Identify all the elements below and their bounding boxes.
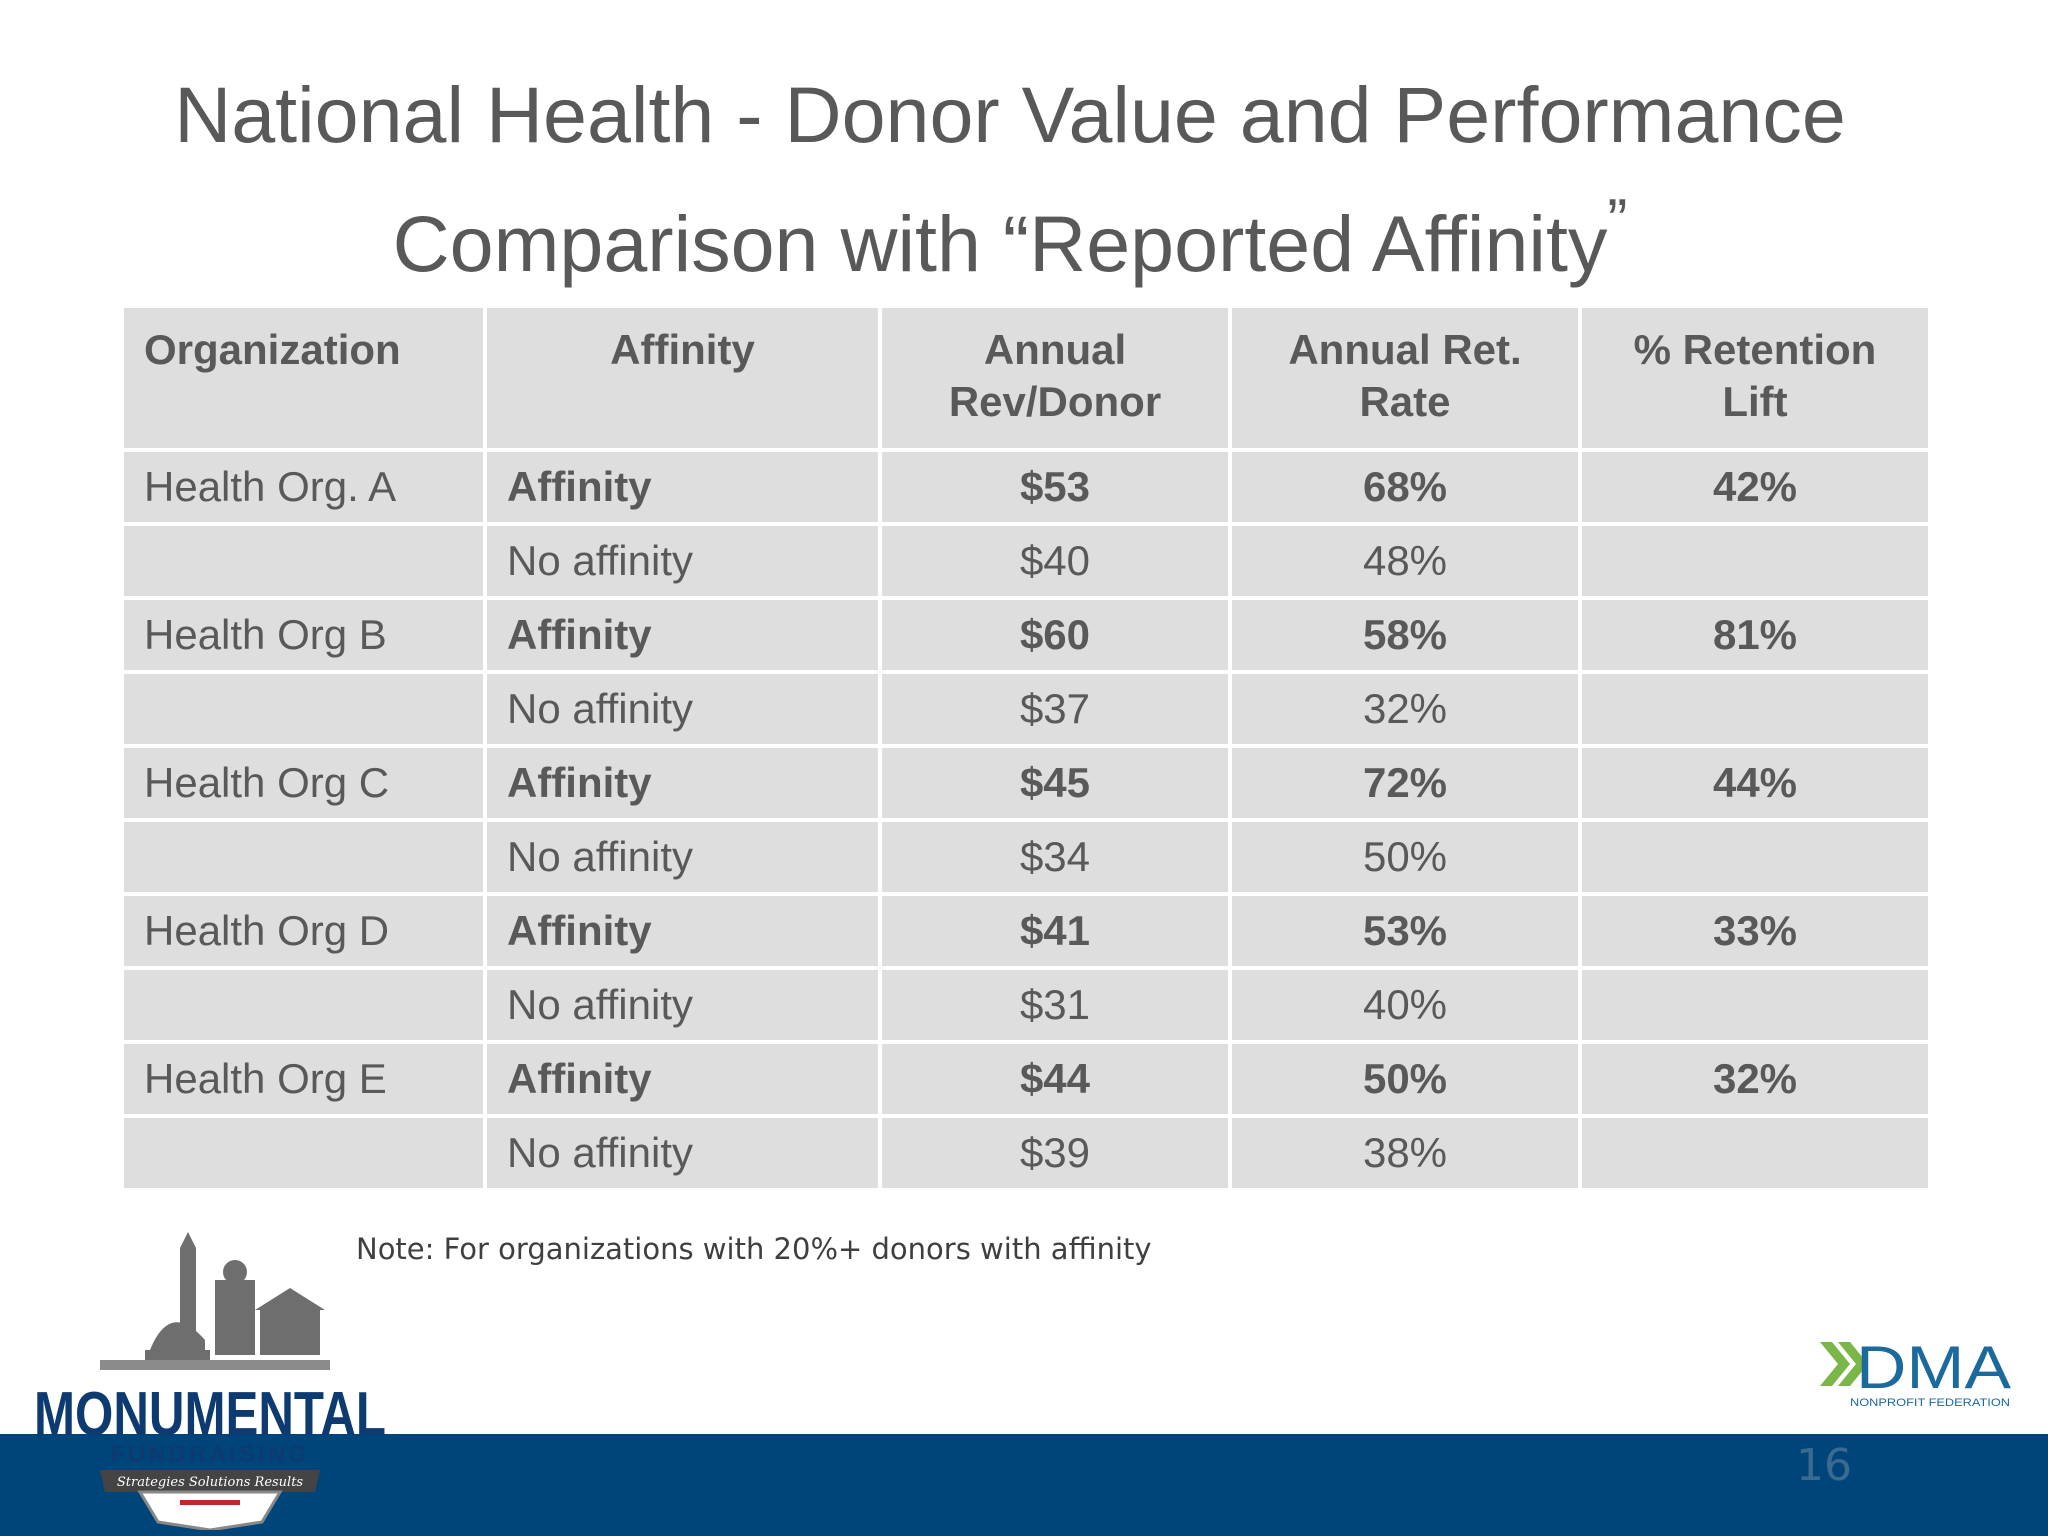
- header-rate-line1: Annual Ret.: [1288, 326, 1522, 373]
- header-annual-ret-rate: Annual Ret. Rate: [1228, 304, 1582, 452]
- cell-annual-ret-rate: 32%: [1228, 670, 1582, 748]
- cell-affinity: No affinity: [483, 522, 882, 600]
- header-affinity: Affinity: [483, 304, 882, 452]
- cell-annual-rev-donor: $44: [878, 1040, 1232, 1118]
- cell-annual-ret-rate: 68%: [1228, 448, 1582, 526]
- cell-affinity: No affinity: [483, 1114, 882, 1192]
- cell-organization: [120, 966, 487, 1044]
- table-row: Health Org. A Affinity $53 68% 42%: [120, 448, 1932, 526]
- header-retention-lift: % Retention Lift: [1578, 304, 1932, 452]
- header-rev-line2: Rev/Donor: [948, 378, 1162, 425]
- cell-annual-ret-rate: 53%: [1228, 892, 1582, 970]
- cell-annual-ret-rate: 58%: [1228, 596, 1582, 674]
- header-lift-line1: % Retention: [1633, 326, 1877, 373]
- cell-retention-lift: 33%: [1578, 892, 1932, 970]
- cell-affinity: Affinity: [483, 744, 882, 822]
- cell-annual-ret-rate: 72%: [1228, 744, 1582, 822]
- table-row: No affinity $31 40%: [120, 966, 1932, 1044]
- cell-organization: Health Org. A: [120, 448, 487, 526]
- page-number: 16: [1796, 1440, 1852, 1491]
- cell-retention-lift: 44%: [1578, 744, 1932, 822]
- cell-retention-lift: [1578, 522, 1932, 600]
- cell-annual-rev-donor: $41: [878, 892, 1232, 970]
- cell-annual-ret-rate: 50%: [1228, 818, 1582, 896]
- cell-retention-lift: [1578, 966, 1932, 1044]
- cell-organization: Health Org C: [120, 744, 487, 822]
- dma-word: DMA: [1856, 1334, 2011, 1401]
- cell-annual-rev-donor: $40: [878, 522, 1232, 600]
- title-line-2: Comparison with “Reported Affinity”: [0, 168, 2020, 297]
- slide-title: National Health - Donor Value and Perfor…: [0, 62, 2020, 297]
- footer-bar: [0, 1434, 2048, 1536]
- cell-organization: Health Org E: [120, 1040, 487, 1118]
- fundraising-word: FUNDRAISING: [110, 1441, 310, 1468]
- header-affinity-label: Affinity: [610, 326, 755, 373]
- footnote: Note: For organizations with 20%+ donors…: [356, 1232, 1152, 1266]
- cell-annual-rev-donor: $31: [878, 966, 1232, 1044]
- cell-retention-lift: [1578, 1114, 1932, 1192]
- cell-annual-ret-rate: 38%: [1228, 1114, 1582, 1192]
- cell-affinity: Affinity: [483, 1040, 882, 1118]
- header-lift-line2: Lift: [1722, 378, 1788, 425]
- cell-organization: [120, 1114, 487, 1192]
- cell-annual-rev-donor: $60: [878, 596, 1232, 674]
- cell-retention-lift: 42%: [1578, 448, 1932, 526]
- monumental-tagline: Strategies Solutions Results: [117, 1475, 304, 1490]
- dma-subtitle: NONPROFIT FEDERATION: [1850, 1397, 2010, 1409]
- table-row: No affinity $40 48%: [120, 522, 1932, 600]
- cell-annual-ret-rate: 48%: [1228, 522, 1582, 600]
- table-row: Health Org E Affinity $44 50% 32%: [120, 1040, 1932, 1118]
- cell-affinity: Affinity: [483, 448, 882, 526]
- table-row: No affinity $37 32%: [120, 670, 1932, 748]
- cell-annual-rev-donor: $39: [878, 1114, 1232, 1192]
- cell-organization: Health Org D: [120, 892, 487, 970]
- cell-annual-rev-donor: $37: [878, 670, 1232, 748]
- title-close-quote: ”: [1607, 187, 1628, 254]
- table-row: Health Org C Affinity $45 72% 44%: [120, 744, 1932, 822]
- header-organization: Organization: [120, 304, 487, 452]
- cell-annual-ret-rate: 50%: [1228, 1040, 1582, 1118]
- donor-comparison-table: Organization Affinity Annual Rev/Donor An…: [120, 304, 1932, 1192]
- header-rate-line2: Rate: [1359, 378, 1451, 425]
- monumental-word: MONUMENTAL: [34, 1380, 386, 1449]
- cell-retention-lift: [1578, 670, 1932, 748]
- cell-annual-ret-rate: 40%: [1228, 966, 1582, 1044]
- cell-retention-lift: 32%: [1578, 1040, 1932, 1118]
- cell-organization: [120, 818, 487, 896]
- table-row: Health Org D Affinity $41 53% 33%: [120, 892, 1932, 970]
- monumental-fundraising-logo: MONUMENTAL FUNDRAISING Strategies Soluti…: [34, 1232, 386, 1530]
- title-line-2-text: Comparison with “Reported Affinity: [392, 199, 1608, 288]
- cell-annual-rev-donor: $45: [878, 744, 1232, 822]
- banner-shield-icon: Strategies Solutions Results: [100, 1470, 320, 1530]
- cell-annual-rev-donor: $34: [878, 818, 1232, 896]
- dma-chevron-icon: [1820, 1342, 1868, 1386]
- table-row: No affinity $39 38%: [120, 1114, 1932, 1192]
- dma-nonprofit-federation-logo: DMA NONPROFIT FEDERATION: [1820, 1334, 2011, 1409]
- cell-retention-lift: [1578, 818, 1932, 896]
- cell-affinity: No affinity: [483, 818, 882, 896]
- cell-affinity: Affinity: [483, 596, 882, 674]
- header-rev-line1: Annual: [983, 326, 1127, 373]
- table-header-row: Organization Affinity Annual Rev/Donor An…: [120, 304, 1932, 452]
- table-body: Health Org. A Affinity $53 68% 42% No affinit…: [120, 448, 1932, 1192]
- cell-retention-lift: 81%: [1578, 596, 1932, 674]
- capitol-monument-icon: [100, 1232, 330, 1370]
- table-row: Health Org B Affinity $60 58% 81%: [120, 596, 1932, 674]
- cell-annual-rev-donor: $53: [878, 448, 1232, 526]
- table-row: No affinity $34 50%: [120, 818, 1932, 896]
- cell-affinity: No affinity: [483, 966, 882, 1044]
- cell-organization: Health Org B: [120, 596, 487, 674]
- header-organization-label: Organization: [144, 326, 401, 373]
- header-annual-rev-donor: Annual Rev/Donor: [878, 304, 1232, 452]
- cell-organization: [120, 670, 487, 748]
- title-line-1: National Health - Donor Value and Perfor…: [174, 70, 1846, 159]
- cell-affinity: Affinity: [483, 892, 882, 970]
- cell-affinity: No affinity: [483, 670, 882, 748]
- cell-organization: [120, 522, 487, 600]
